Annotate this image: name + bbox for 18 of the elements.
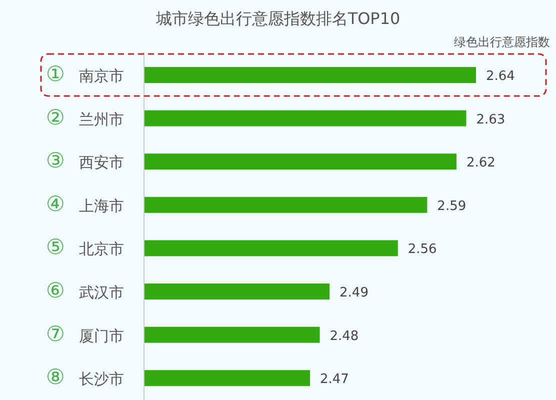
y-tick-label: ⑥ 武汉市 (46, 278, 124, 302)
y-tick-label: ④ 上海市 (46, 192, 124, 216)
data-label: 2.48 (330, 328, 359, 344)
chart-title: 城市绿色出行意愿指数排名TOP10 (154, 9, 400, 28)
x-axis-title: 绿色出行意愿指数 (454, 35, 550, 49)
y-tick-label: ⑧ 长沙市 (46, 365, 124, 390)
data-label: 2.56 (408, 242, 437, 258)
data-label: 2.62 (466, 156, 496, 171)
y-tick-label: ⑤ 北京市 (46, 235, 124, 260)
y-tick-label: ⑦ 厦门市 (46, 322, 124, 346)
data-label: 2.64 (486, 69, 515, 84)
y-tick-label: ③ 西安市 (46, 148, 124, 173)
data-label: 2.59 (437, 198, 466, 214)
data-label: 2.49 (340, 286, 368, 300)
data-label: 2.47 (320, 372, 349, 388)
y-tick-label: ② 兰州市 (46, 105, 124, 130)
data-label: 2.63 (476, 112, 506, 128)
y-tick-label: ① 南京市 (46, 62, 124, 86)
